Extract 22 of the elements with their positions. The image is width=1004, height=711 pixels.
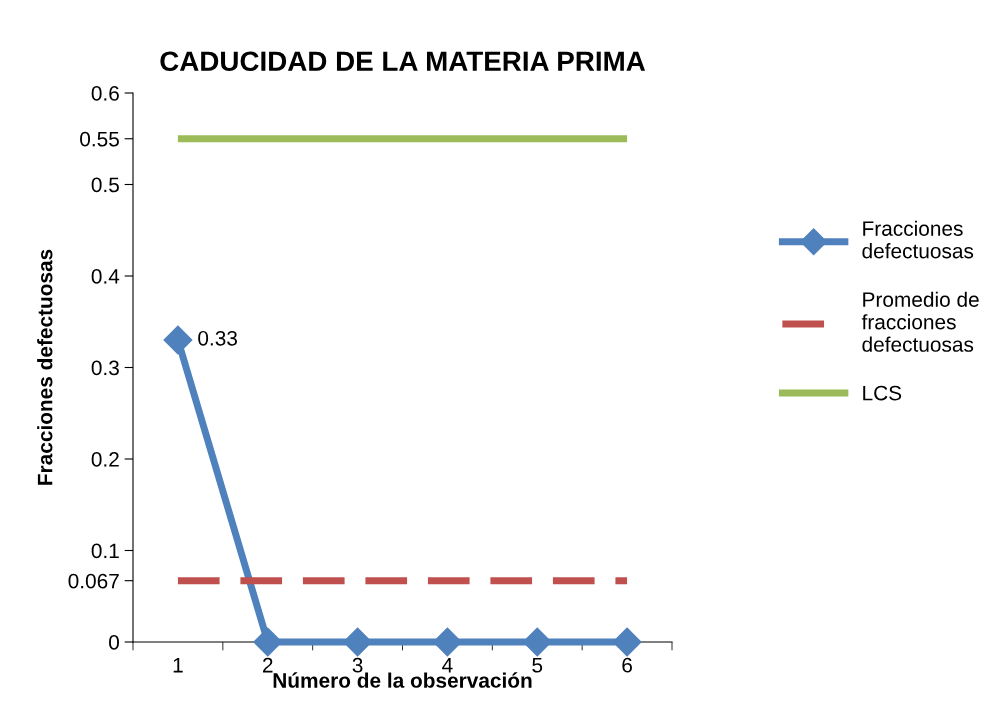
x-tick-label: 2 [263, 657, 273, 673]
y-tick-label: 0.067 [68, 573, 119, 589]
legend-label: Promedio de fracciones defectuosas [861, 291, 979, 352]
y-tick-label: 0.6 [91, 86, 119, 101]
y-tick-label: 0 [109, 635, 119, 650]
y-tick-label: 0.2 [91, 452, 119, 467]
y-tick-label: 0.4 [91, 269, 120, 284]
y-tick-label: 0.1 [91, 543, 119, 559]
x-axis-title: Número de la observación [273, 672, 532, 688]
y-tick-label: 0.5 [91, 177, 119, 193]
legend-label: LCS [863, 385, 902, 401]
data-label: 0.33 [198, 330, 237, 346]
x-tick-label: 5 [532, 658, 543, 673]
x-tick-label: 3 [352, 657, 363, 673]
x-tick-label: 1 [173, 658, 183, 673]
y-axis-title: Fracciones defectuosas [37, 249, 53, 485]
legend-label: Fracciones defectuosas [862, 220, 974, 259]
x-tick-label: 4 [442, 658, 453, 673]
chart-title: CADUCIDAD DE LA MATERIA PRIMA [160, 51, 646, 72]
y-tick-label: 0.55 [80, 131, 119, 147]
x-tick-label: 6 [622, 657, 632, 673]
y-tick-label: 0.3 [91, 360, 119, 376]
